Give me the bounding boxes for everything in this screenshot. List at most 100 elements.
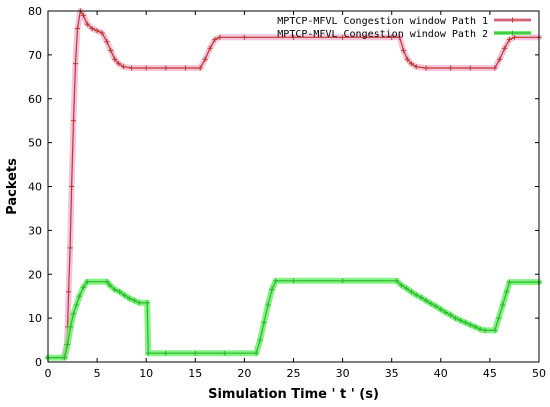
y-tick-label: 60 xyxy=(28,93,42,106)
series-1-point xyxy=(128,65,134,71)
series-1-point xyxy=(89,26,95,32)
y-tick-label: 20 xyxy=(28,268,42,281)
series-2-point xyxy=(438,306,444,312)
series-1-point xyxy=(207,45,213,51)
series-2-point xyxy=(472,324,478,330)
series-1-point xyxy=(84,21,90,27)
series-2-point xyxy=(496,315,502,321)
series-1-point xyxy=(80,12,86,18)
series-1-point xyxy=(67,245,73,251)
y-tick-label: 50 xyxy=(28,137,42,150)
series-2-point xyxy=(273,278,279,284)
series-1-point xyxy=(197,65,203,71)
series-2-point xyxy=(399,282,405,288)
series-2-point xyxy=(76,293,82,299)
series-2-point xyxy=(127,295,133,301)
x-tick-label: 10 xyxy=(139,367,153,380)
x-tick-label: 25 xyxy=(287,367,301,380)
series-1-point xyxy=(94,28,100,34)
legend-label-1: MPTCP-MFVL Congestion window Path 1 xyxy=(277,16,488,27)
x-tick-label: 50 xyxy=(532,367,546,380)
series-2-point xyxy=(500,302,506,308)
series-1-point xyxy=(104,39,110,45)
series-1-glow xyxy=(60,8,542,361)
series-2-point xyxy=(448,312,454,318)
x-tick-label: 45 xyxy=(483,367,497,380)
series-1-point xyxy=(71,118,77,124)
legend-label-2: MPTCP-MFVL Congestion window Path 2 xyxy=(277,29,488,40)
series-1-point xyxy=(511,34,517,40)
series-2-point xyxy=(428,301,434,307)
series-2-point xyxy=(163,350,169,356)
series-2-point xyxy=(492,327,498,333)
y-tick-label: 0 xyxy=(35,356,42,369)
legend: MPTCP-MFVL Congestion window Path 1 MPTCP… xyxy=(277,16,531,40)
series-1-point xyxy=(69,184,75,189)
series-2-point xyxy=(413,292,419,298)
series-2-point xyxy=(462,320,468,326)
series-2-point xyxy=(253,350,259,356)
series-1-point xyxy=(397,34,403,40)
series-1-point xyxy=(66,289,72,295)
series-2-point xyxy=(222,350,228,356)
series-1-point xyxy=(291,34,296,40)
series-1-point xyxy=(389,34,395,40)
series-2-point xyxy=(84,279,90,285)
series-1-point xyxy=(202,56,208,62)
series-1-point xyxy=(408,61,414,67)
series-1-point xyxy=(99,30,105,36)
series-layer xyxy=(45,8,542,361)
series-1-point xyxy=(121,64,127,70)
series-2-point xyxy=(433,303,439,309)
series-1-point xyxy=(143,65,149,71)
series-1-point xyxy=(400,47,406,53)
series-1-point xyxy=(423,65,429,71)
series-2-point xyxy=(62,355,68,361)
series-2-point xyxy=(71,311,77,317)
series-2-point xyxy=(423,298,429,304)
series-2-point xyxy=(192,350,198,356)
series-1-point xyxy=(108,47,114,53)
series-2-point xyxy=(443,309,449,315)
x-tick-label: 20 xyxy=(237,367,251,380)
series-1-point xyxy=(507,37,513,43)
x-tick-label: 15 xyxy=(188,367,202,380)
series-2-point xyxy=(457,317,463,323)
series-1-point xyxy=(467,65,473,71)
series-1-point xyxy=(241,34,247,40)
x-tick-label: 0 xyxy=(45,367,52,380)
series-2-point xyxy=(504,289,510,295)
series-2-point xyxy=(145,350,151,356)
series-2-point xyxy=(136,300,142,306)
series-2-point xyxy=(122,292,128,298)
series-2-point xyxy=(291,278,296,284)
series-1-point xyxy=(497,56,503,62)
series-1-point xyxy=(212,37,218,43)
series-1-line xyxy=(63,9,539,358)
y-axis-title: Packets xyxy=(5,158,20,215)
series-2-point xyxy=(340,278,346,284)
series-2-point xyxy=(131,298,137,304)
series-2-point xyxy=(269,287,275,293)
series-2-point xyxy=(453,315,459,321)
series-1-point xyxy=(448,65,454,71)
y-tick-label: 70 xyxy=(28,49,42,62)
series-1-point xyxy=(404,56,410,62)
series-2-point xyxy=(408,289,414,295)
x-tick-label: 40 xyxy=(434,367,448,380)
x-tick-label: 5 xyxy=(94,367,101,380)
series-2-point xyxy=(68,324,74,330)
series-2-point xyxy=(394,278,400,284)
series-2-point xyxy=(80,284,86,290)
series-1-point xyxy=(182,65,188,71)
series-2-point xyxy=(117,289,123,295)
series-1-point xyxy=(72,61,78,67)
x-tick-label: 30 xyxy=(336,367,350,380)
series-2-point xyxy=(507,279,513,285)
series-1-point xyxy=(502,45,508,51)
x-axis-title: Simulation Time ' t ' (s) xyxy=(208,387,379,402)
series-1-point xyxy=(116,61,122,67)
legend-marker-2 xyxy=(510,30,515,36)
series-2-point xyxy=(482,327,488,333)
